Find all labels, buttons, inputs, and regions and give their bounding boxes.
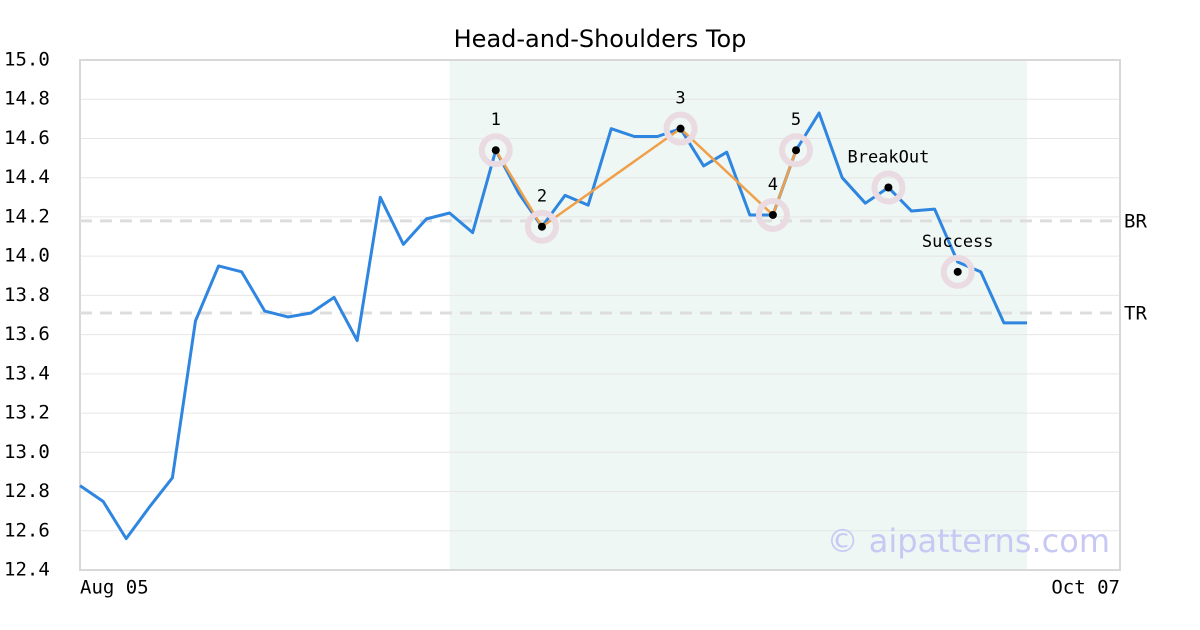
pivot-label: 5 [791, 110, 801, 130]
pattern-region [449, 60, 1027, 570]
pivot-dot [491, 146, 500, 155]
watermark: © aipatterns.com [827, 522, 1110, 560]
y-tick-label: 12.8 [4, 480, 50, 502]
pivot-halo [871, 170, 906, 205]
pivot-dot [953, 267, 962, 276]
y-tick-label: 13.4 [4, 362, 50, 384]
pivot-halo [663, 111, 698, 146]
pivot-dot [768, 210, 777, 219]
y-tick-label: 15.0 [4, 49, 50, 71]
y-tick-label: 14.2 [4, 205, 50, 227]
x-tick-label: Oct 07 [1051, 577, 1120, 599]
plot-frame [79, 59, 1121, 571]
pivot-label: BreakOut [847, 148, 929, 168]
pivot-label: 1 [491, 110, 501, 130]
pivot-dot [537, 222, 546, 231]
pivot-dot [884, 183, 893, 192]
price-line [79, 111, 1027, 541]
pivot-label: 2 [537, 187, 547, 207]
pivot-dot [676, 124, 685, 133]
x-tick-label: Aug 05 [80, 577, 149, 599]
pivot-halo [524, 209, 559, 244]
pivot-halo [478, 133, 513, 168]
y-tick-label: 13.0 [4, 441, 50, 463]
pivot-label: 3 [675, 89, 685, 109]
chart-title: Head-and-Shoulders Top [454, 25, 747, 53]
y-tick-label: 13.2 [4, 402, 50, 424]
y-tick-label: 13.8 [4, 284, 50, 306]
y-tick-label: 12.4 [4, 559, 50, 581]
pivot-label: Success [922, 232, 994, 252]
level-label: TR [1124, 303, 1147, 325]
y-tick-label: 14.0 [4, 245, 50, 267]
pivot-dot [792, 146, 801, 155]
y-tick-label: 14.8 [4, 88, 50, 110]
pivot-label: 4 [768, 175, 778, 195]
y-tick-label: 13.6 [4, 323, 50, 345]
y-tick-label: 12.6 [4, 519, 50, 541]
level-label: BR [1124, 210, 1147, 232]
pivot-halo [940, 254, 975, 289]
pivot-halo [779, 133, 814, 168]
pivot-halo [755, 197, 790, 232]
y-tick-label: 14.4 [4, 166, 50, 188]
y-tick-label: 14.6 [4, 127, 50, 149]
